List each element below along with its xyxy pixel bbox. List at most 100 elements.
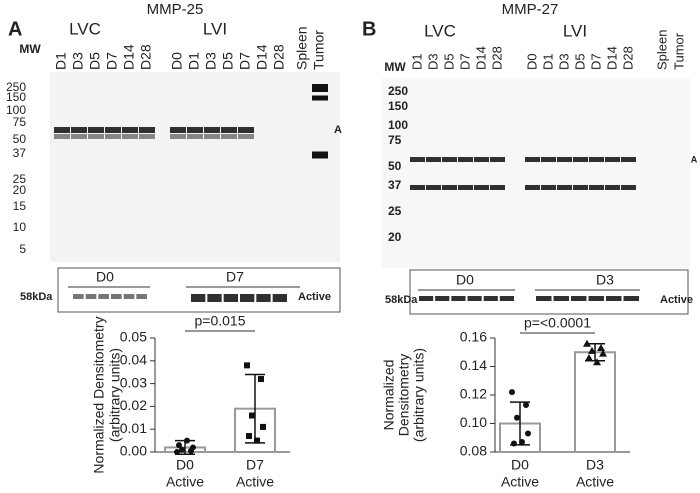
y-tick-label: 0.02 [120, 397, 147, 413]
band [187, 134, 203, 139]
mw-marker: 25 [388, 204, 402, 218]
mw-marker: 37 [13, 146, 27, 160]
band [467, 296, 482, 301]
band [256, 294, 271, 302]
band [105, 127, 121, 133]
active-label: Active [298, 291, 331, 303]
data-point [599, 349, 607, 357]
mw-marker: 100 [6, 103, 26, 117]
panel-letter: A [8, 18, 22, 40]
band [221, 127, 237, 133]
panel-letter: B [362, 18, 376, 40]
lane-label: D1 [540, 53, 555, 70]
group-label: LVC [424, 21, 456, 40]
data-point [509, 389, 515, 396]
band [223, 294, 238, 302]
mw-marker: 25 [13, 172, 27, 186]
group-label: D7 [226, 269, 244, 285]
data-point [523, 401, 529, 408]
lane-label: D14 [121, 44, 137, 70]
lane-label: D14 [254, 44, 270, 70]
band [571, 296, 587, 301]
data-point [260, 423, 266, 430]
mw-marker: 250 [388, 84, 408, 98]
data-point [514, 414, 520, 421]
band [474, 185, 489, 190]
lane-label: Tumor [311, 30, 327, 70]
data-point [179, 446, 185, 453]
data-point [593, 358, 601, 366]
y-axis-label: (arbitrary units) [411, 348, 427, 442]
band [111, 294, 122, 299]
x-tick-label: D3 [586, 457, 604, 473]
mw-marker: 150 [388, 99, 408, 113]
group-label: LVC [69, 19, 101, 38]
y-tick-label: 0.08 [460, 443, 487, 459]
band [410, 157, 425, 162]
band [240, 294, 255, 302]
band [490, 185, 505, 190]
band [221, 134, 237, 139]
lane-label: D3 [556, 53, 571, 70]
band [605, 157, 620, 162]
band [238, 134, 254, 139]
band [621, 185, 636, 190]
lane-label: D5 [441, 53, 456, 70]
y-tick-label: 0.03 [120, 374, 147, 390]
mw-marker: 50 [13, 132, 27, 146]
lane-label: D7 [457, 53, 472, 70]
group-label: D0 [96, 269, 114, 285]
band [606, 296, 622, 301]
band-marker: A [691, 154, 698, 164]
lane-label: D14 [473, 46, 488, 70]
mw-marker: 20 [13, 183, 27, 197]
data-point [254, 437, 260, 444]
mw-marker: 75 [13, 115, 27, 129]
x-tick-label: D0 [511, 457, 529, 473]
y-tick-label: 0.10 [460, 414, 487, 430]
x-tick-label: D0 [176, 457, 194, 473]
lane-label: D1 [409, 53, 424, 70]
lane-label: D28 [271, 44, 287, 70]
lane-label: D5 [220, 52, 236, 70]
mw-marker: 15 [13, 199, 27, 213]
band [605, 185, 620, 190]
band [73, 294, 84, 299]
annotation: p=<0.0001 [524, 315, 591, 331]
band [88, 134, 104, 139]
lane-label: D1 [53, 52, 69, 70]
lane-label: D5 [87, 52, 103, 70]
band [541, 185, 556, 190]
lane-label: D3 [70, 52, 86, 70]
band [191, 294, 206, 302]
band [442, 185, 457, 190]
band [54, 127, 70, 133]
y-tick-label: 0.05 [120, 329, 147, 345]
band [136, 294, 147, 299]
band [573, 157, 588, 162]
x-tick-label: Active [166, 474, 204, 490]
band [621, 157, 636, 162]
group-label: D0 [456, 272, 474, 288]
band [553, 296, 569, 301]
band [88, 127, 104, 133]
band [238, 127, 254, 133]
band [170, 134, 186, 139]
band [442, 157, 457, 162]
blot-a [50, 72, 340, 262]
x-tick-label: Active [236, 474, 274, 490]
band [410, 185, 425, 190]
mw-marker: 5 [19, 242, 26, 256]
lane-label: D28 [138, 44, 154, 70]
y-axis-label: Densitometry [396, 354, 412, 436]
band [557, 185, 572, 190]
band [272, 294, 287, 302]
data-point [519, 439, 525, 446]
size-label: 58kDa [385, 294, 418, 306]
y-tick-label: 0.00 [120, 443, 147, 459]
band [204, 127, 220, 133]
mw-label: MW [19, 42, 41, 56]
x-tick-label: D7 [246, 457, 264, 473]
y-axis-label: Normalized [381, 360, 397, 431]
